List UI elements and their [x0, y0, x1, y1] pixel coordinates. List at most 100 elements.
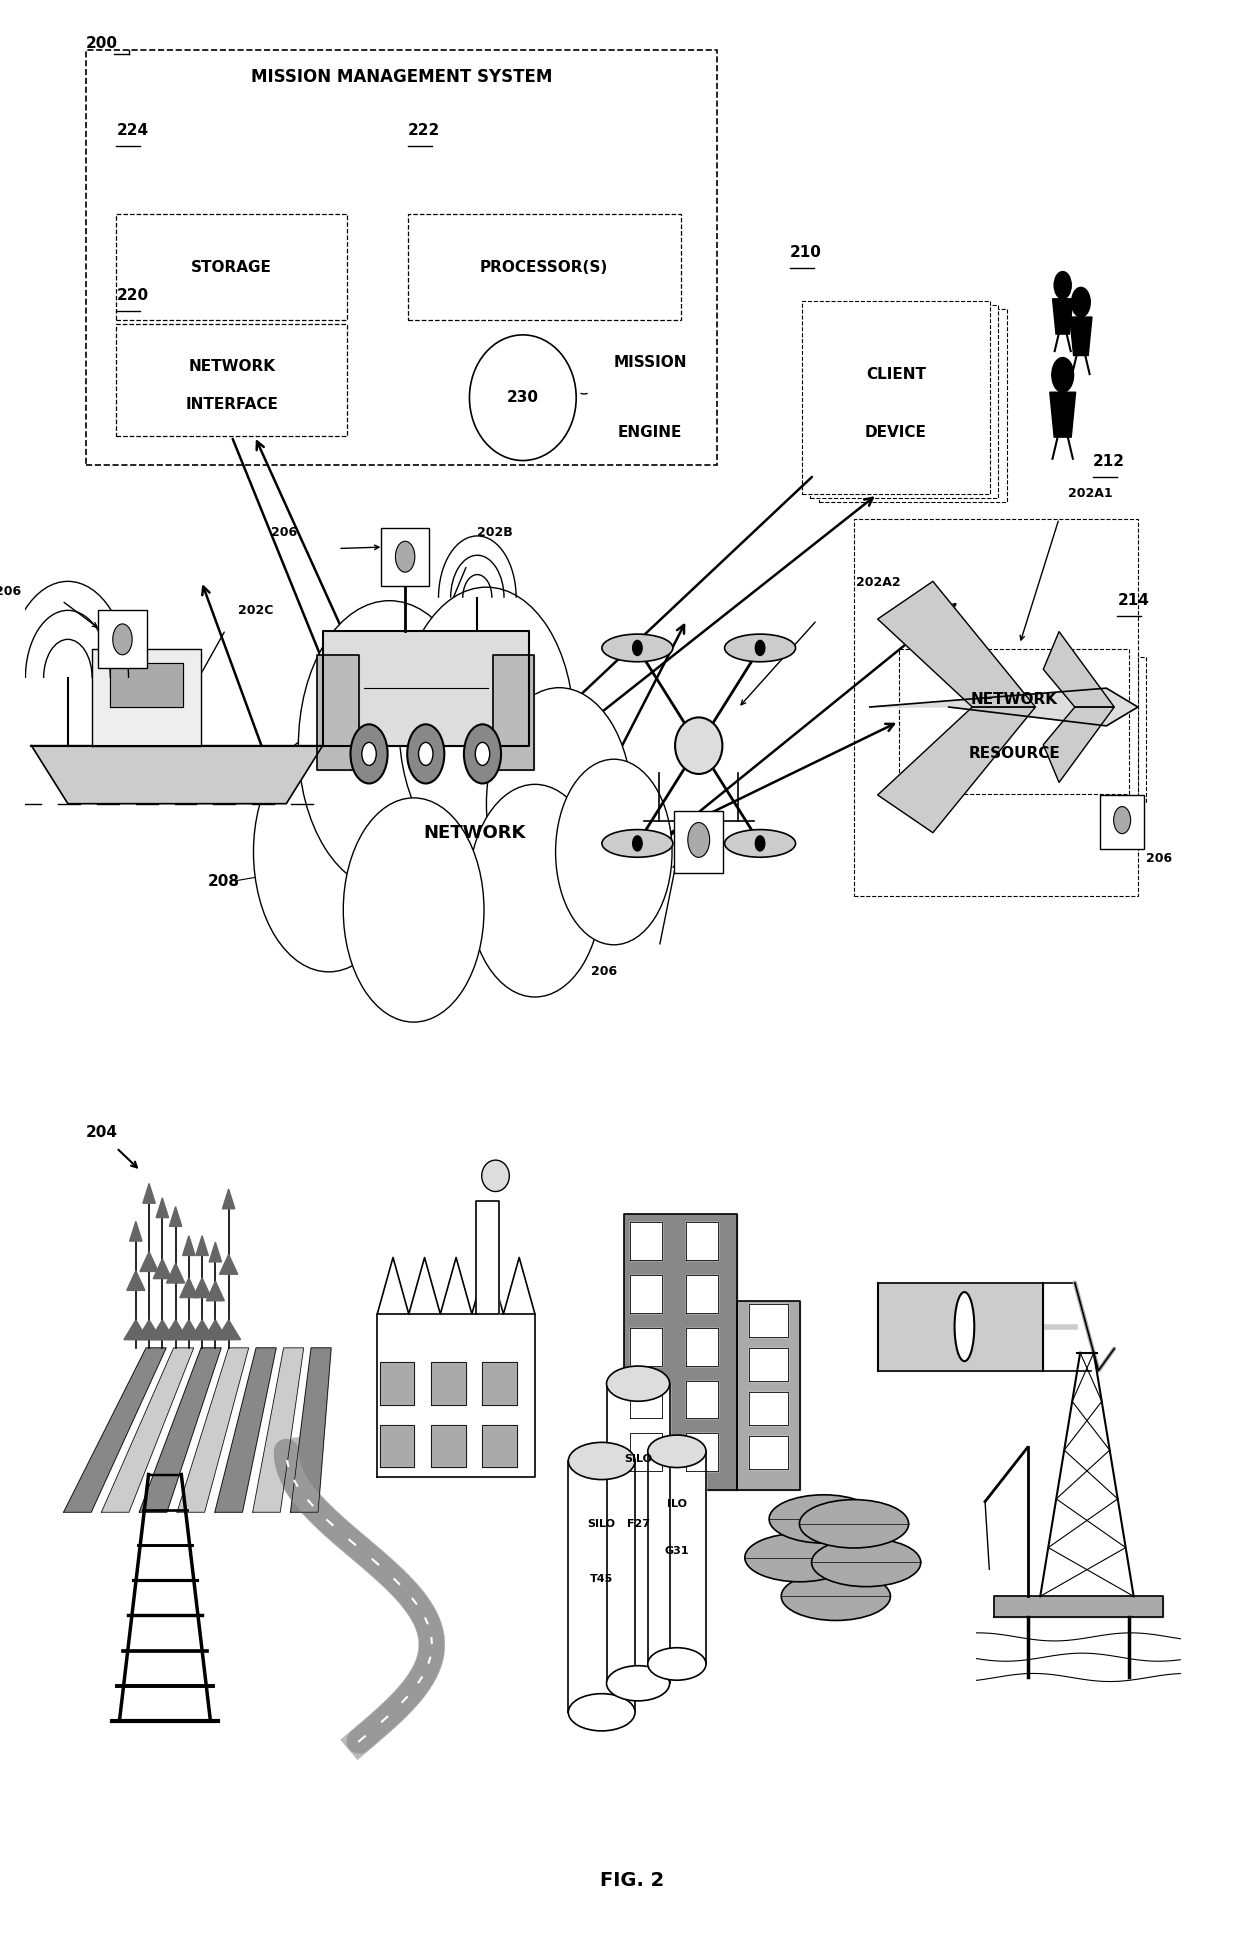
Text: FIG. 2: FIG. 2: [600, 1870, 665, 1890]
Text: 220: 220: [117, 288, 149, 302]
FancyBboxPatch shape: [408, 215, 681, 319]
Text: 202B: 202B: [477, 525, 513, 538]
Polygon shape: [630, 1328, 662, 1365]
Polygon shape: [156, 1198, 169, 1218]
Circle shape: [299, 600, 480, 891]
Polygon shape: [878, 1284, 1043, 1371]
FancyBboxPatch shape: [675, 811, 723, 873]
Text: 210: 210: [790, 246, 822, 259]
Circle shape: [755, 836, 765, 852]
Text: 206: 206: [1147, 852, 1173, 865]
Polygon shape: [140, 1253, 159, 1272]
Ellipse shape: [811, 1539, 921, 1588]
Polygon shape: [1053, 298, 1073, 335]
FancyBboxPatch shape: [117, 323, 347, 436]
Text: PROCESSOR(S): PROCESSOR(S): [480, 259, 608, 275]
Polygon shape: [193, 1278, 211, 1297]
Text: CLIENT: CLIENT: [866, 368, 926, 381]
Circle shape: [688, 823, 709, 858]
Circle shape: [469, 784, 601, 997]
Text: STORAGE: STORAGE: [191, 259, 272, 275]
Polygon shape: [647, 1452, 706, 1663]
Polygon shape: [170, 1206, 182, 1225]
Polygon shape: [210, 1243, 222, 1262]
Polygon shape: [31, 745, 322, 803]
Circle shape: [475, 741, 490, 765]
Ellipse shape: [568, 1694, 635, 1731]
FancyBboxPatch shape: [908, 652, 1138, 798]
Polygon shape: [1043, 631, 1115, 707]
Polygon shape: [687, 1276, 718, 1313]
Text: 204: 204: [86, 1125, 118, 1140]
Circle shape: [343, 798, 484, 1022]
FancyBboxPatch shape: [98, 610, 146, 668]
Circle shape: [351, 724, 388, 784]
Text: 206: 206: [591, 966, 618, 978]
Text: NETWORK: NETWORK: [423, 823, 526, 842]
Ellipse shape: [606, 1367, 670, 1402]
Circle shape: [419, 741, 433, 765]
Polygon shape: [322, 631, 529, 745]
Circle shape: [396, 542, 415, 573]
Circle shape: [632, 641, 642, 656]
Text: DEVICE: DEVICE: [866, 426, 926, 439]
FancyBboxPatch shape: [1100, 796, 1145, 850]
Text: 214: 214: [1117, 592, 1149, 608]
Polygon shape: [630, 1222, 662, 1260]
Polygon shape: [166, 1264, 185, 1284]
Circle shape: [113, 623, 133, 654]
Text: MISSION: MISSION: [614, 356, 687, 370]
Polygon shape: [219, 1255, 238, 1274]
Text: INTERFACE: INTERFACE: [185, 397, 278, 412]
Polygon shape: [476, 1200, 500, 1315]
Polygon shape: [203, 1320, 227, 1340]
Polygon shape: [630, 1276, 662, 1313]
Ellipse shape: [781, 1572, 890, 1620]
Text: 202A1: 202A1: [1069, 486, 1114, 499]
Text: T45: T45: [590, 1574, 614, 1584]
Text: NETWORK: NETWORK: [188, 360, 275, 374]
Circle shape: [556, 759, 672, 945]
Polygon shape: [154, 1258, 171, 1278]
Circle shape: [1114, 807, 1131, 834]
Polygon shape: [430, 1425, 465, 1467]
Text: SILO: SILO: [624, 1454, 652, 1464]
Polygon shape: [177, 1347, 249, 1512]
Polygon shape: [92, 649, 201, 745]
Ellipse shape: [481, 1160, 510, 1191]
Polygon shape: [1043, 707, 1115, 782]
Polygon shape: [143, 1183, 155, 1204]
Ellipse shape: [955, 1291, 975, 1361]
Text: 208: 208: [207, 873, 239, 889]
Text: SILO: SILO: [588, 1520, 616, 1529]
Ellipse shape: [568, 1442, 635, 1479]
Polygon shape: [687, 1380, 718, 1419]
FancyBboxPatch shape: [381, 529, 429, 587]
Text: 200: 200: [86, 37, 118, 52]
Polygon shape: [190, 1320, 215, 1340]
Circle shape: [253, 732, 404, 972]
Polygon shape: [217, 1320, 241, 1340]
Polygon shape: [749, 1392, 789, 1425]
FancyBboxPatch shape: [818, 310, 1007, 503]
FancyBboxPatch shape: [86, 50, 717, 465]
Ellipse shape: [724, 635, 796, 662]
Ellipse shape: [601, 831, 673, 858]
Polygon shape: [180, 1278, 198, 1297]
Polygon shape: [124, 1320, 148, 1340]
Polygon shape: [482, 1361, 517, 1404]
Circle shape: [755, 641, 765, 656]
Polygon shape: [164, 1320, 187, 1340]
Ellipse shape: [647, 1435, 706, 1467]
Text: 202A2: 202A2: [857, 575, 901, 589]
Polygon shape: [379, 1425, 414, 1467]
Polygon shape: [215, 1347, 277, 1512]
Circle shape: [486, 687, 632, 920]
Polygon shape: [110, 662, 184, 707]
Text: F27: F27: [626, 1520, 650, 1529]
Polygon shape: [130, 1222, 143, 1241]
Polygon shape: [139, 1347, 221, 1512]
Polygon shape: [138, 1320, 161, 1340]
Polygon shape: [687, 1433, 718, 1471]
FancyBboxPatch shape: [916, 656, 1147, 802]
